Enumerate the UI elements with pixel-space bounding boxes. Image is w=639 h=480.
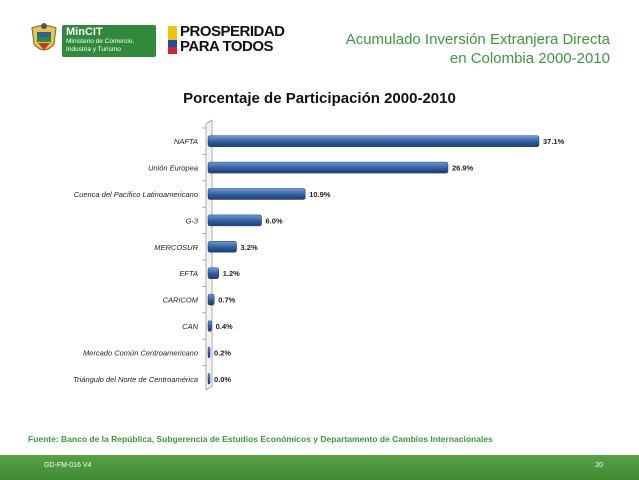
category-label: Triángulo del Norte de Centroamérica [73, 375, 198, 384]
bar [207, 188, 306, 200]
prosperidad-line1: PROSPERIDAD [180, 23, 285, 40]
page-number: 20 [595, 462, 603, 469]
bar [207, 267, 219, 279]
mincit-sub-line1: Ministerio de Comercio, [66, 38, 135, 45]
category-label: EFTA [179, 269, 198, 278]
bar [207, 346, 211, 359]
category-label: Mercado Común Centroamericano [83, 348, 198, 357]
value-label: 26.9% [452, 164, 474, 173]
bar-chart-svg: NAFTA 37.1% Unión Europea 26.9% Cuenca del P… [73, 119, 565, 391]
slide-title-line2: en Colombia 2000-2010 [449, 50, 610, 67]
mincit-name: MinCIT [66, 26, 103, 38]
colombia-flag-icon [168, 26, 177, 54]
chart-title: Porcentaje de Participación 2000-2010 [183, 90, 456, 107]
slide-title-line1: Acumulado Inversión Extranjera Directa [345, 31, 610, 48]
prosperidad-line2: PARA TODOS [180, 38, 274, 55]
footer-bar: GD-FM-016 V4 20 [0, 455, 639, 480]
value-label: 37.1% [543, 137, 565, 146]
mincit-subtitle: Ministerio de Comercio, Industria y Turi… [66, 38, 134, 54]
value-label: 0.7% [218, 296, 235, 305]
category-label: Unión Europea [148, 164, 198, 173]
category-label: G-3 [185, 216, 198, 225]
value-label: 10.9% [309, 190, 331, 199]
value-label: 6.0% [266, 216, 283, 225]
prosperidad-logo: PROSPERIDAD PARA TODOS [168, 24, 288, 58]
category-label: CAN [182, 322, 198, 331]
bar [207, 161, 449, 174]
bar [207, 320, 212, 332]
source-note: Fuente: Banco de la República, Subgerenc… [28, 434, 493, 444]
bar [207, 214, 262, 227]
value-label: 0.4% [216, 322, 233, 331]
mincit-sub-line2: Industria y Turismo [66, 46, 121, 53]
value-label: 3.2% [241, 243, 258, 252]
value-label: 0.0% [214, 375, 231, 384]
category-label: NAFTA [174, 137, 198, 146]
category-label: MERCOSUR [154, 243, 198, 252]
document-code: GD-FM-016 V4 [44, 462, 92, 469]
prosperidad-wordmark: PROSPERIDAD PARA TODOS [180, 24, 285, 54]
slide-title: Acumulado Inversión Extranjera Directa e… [290, 30, 610, 68]
chart: Porcentaje de Participación 2000-2010 NA… [0, 84, 639, 414]
coat-of-arms-icon [31, 23, 57, 51]
value-label: 1.2% [223, 269, 240, 278]
bar [207, 241, 237, 253]
bar [207, 293, 215, 306]
mincit-badge: MinCIT Ministerio de Comercio, Industria… [62, 25, 156, 57]
category-label: CARICOM [163, 296, 199, 305]
category-label: Cuenca del Pacífico Latinoamericano [74, 190, 198, 199]
bar [207, 135, 540, 147]
bar [207, 373, 211, 385]
mincit-logo: MinCIT Ministerio de Comercio, Industria… [26, 22, 156, 60]
value-label: 0.2% [214, 348, 231, 357]
